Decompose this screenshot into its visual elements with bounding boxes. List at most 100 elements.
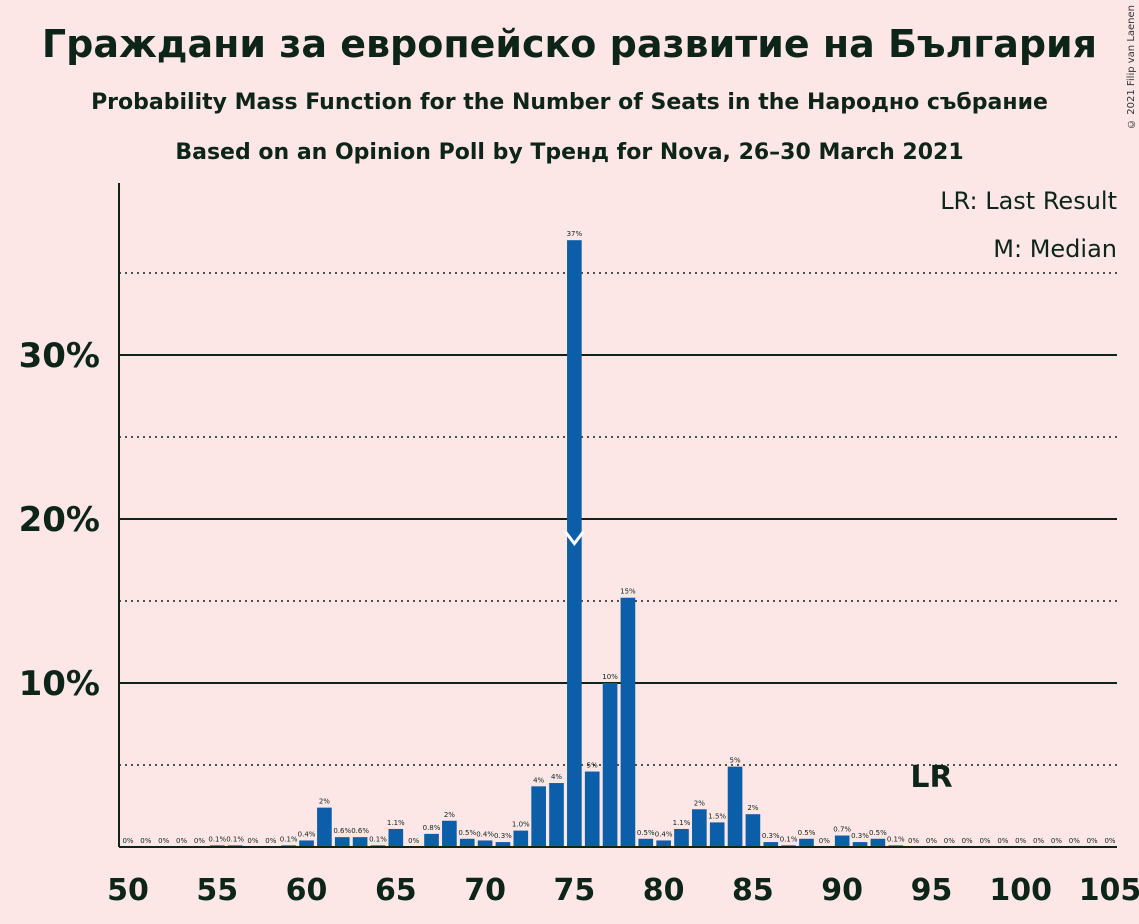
bar-value-label: 0.1% bbox=[887, 835, 905, 843]
bar-60 bbox=[299, 840, 314, 847]
bar-68 bbox=[442, 820, 457, 847]
bar-value-label: 1.5% bbox=[708, 812, 726, 820]
bar-value-label: 5% bbox=[729, 757, 740, 765]
grid-lines: 10% 20% 30% bbox=[19, 272, 1117, 766]
bar-value-label: 0% bbox=[140, 837, 151, 845]
axes: 50 55 60 65 70 75 80 85 90 95 100 105 bbox=[107, 183, 1139, 908]
bar-value-label: 0% bbox=[997, 837, 1008, 845]
bar-value-label: 0% bbox=[979, 837, 990, 845]
bar-value-label: 37% bbox=[567, 230, 583, 238]
x-tick-label: 75 bbox=[553, 873, 595, 908]
annotation-marks: LR bbox=[564, 530, 953, 795]
x-tick-label: 100 bbox=[989, 873, 1052, 908]
bar-value-label: 5% bbox=[587, 762, 598, 770]
bar-value-label: 4% bbox=[533, 776, 544, 784]
bar-65 bbox=[388, 828, 404, 847]
bar-88 bbox=[799, 838, 814, 847]
bar-value-label: 1.0% bbox=[512, 821, 530, 829]
bar-value-label: 1.1% bbox=[673, 819, 691, 827]
bar-79 bbox=[638, 838, 654, 847]
bar-value-label: 0.4% bbox=[655, 830, 673, 838]
bar-71 bbox=[495, 842, 511, 847]
bar-value-label: 0.7% bbox=[833, 826, 851, 834]
x-tick-label: 70 bbox=[464, 873, 506, 908]
bar-67 bbox=[424, 833, 439, 847]
bar-value-label: 0.5% bbox=[637, 829, 655, 837]
bar-value-label: 0.1% bbox=[208, 835, 226, 843]
chart-subtitle-source: Based on an Opinion Poll by Тренд for No… bbox=[175, 140, 964, 165]
bar-value-label: 10% bbox=[602, 673, 618, 681]
x-tick-label: 65 bbox=[375, 873, 417, 908]
bar-value-label: 0.1% bbox=[226, 835, 244, 843]
chart-title: Граждани за европейско развитие на Бълга… bbox=[41, 22, 1098, 66]
legend-median: M: Median bbox=[993, 235, 1117, 263]
bar-80 bbox=[656, 840, 671, 847]
y-tick-label: 20% bbox=[19, 500, 100, 540]
bar-value-label: 0% bbox=[944, 837, 955, 845]
bar-value-label: 0% bbox=[122, 837, 133, 845]
bar-92 bbox=[870, 838, 886, 847]
bar-73 bbox=[531, 786, 546, 847]
bar-value-label: 0% bbox=[908, 837, 919, 845]
bar-90 bbox=[834, 835, 850, 847]
bar-value-label: 0% bbox=[1104, 837, 1115, 845]
bar-value-label: 4% bbox=[551, 773, 562, 781]
bar-62 bbox=[334, 837, 350, 847]
bar-69 bbox=[459, 838, 475, 847]
bar-72 bbox=[513, 830, 529, 847]
median-marker bbox=[564, 530, 585, 547]
bar-value-label: 0% bbox=[1033, 837, 1044, 845]
legend-last-result: LR: Last Result bbox=[940, 187, 1117, 215]
x-tick-label: 55 bbox=[196, 873, 238, 908]
bar-value-label: 0.5% bbox=[798, 829, 816, 837]
bar-labels: 0% 0% 0% 0% 0% 0.1% 0.1% 0% 0% 0.1%0.4%2%0.6% 0.6%… bbox=[122, 230, 1115, 845]
bar-value-label: 0.4% bbox=[298, 830, 316, 838]
last-result-marker: LR bbox=[910, 760, 952, 795]
bar-70 bbox=[477, 840, 493, 847]
bar-77 bbox=[602, 683, 618, 847]
bar-value-label: 0% bbox=[194, 837, 205, 845]
bar-value-label: 0% bbox=[176, 837, 187, 845]
bar-value-label: 2% bbox=[319, 798, 330, 806]
bar-74 bbox=[549, 783, 564, 847]
bar-value-label: 0.5% bbox=[458, 829, 476, 837]
bar-value-label: 0% bbox=[265, 837, 276, 845]
bar-value-label: 0.3% bbox=[494, 832, 512, 840]
bar-value-label: 1.1% bbox=[387, 819, 405, 827]
bar-value-label: 0% bbox=[247, 837, 258, 845]
bars bbox=[209, 240, 904, 847]
bar-value-label: 0.6% bbox=[333, 827, 351, 835]
bar-76 bbox=[584, 771, 600, 847]
bar-85 bbox=[745, 814, 761, 847]
bar-value-label: 0.5% bbox=[869, 829, 887, 837]
bar-61 bbox=[317, 807, 332, 847]
bar-value-label: 0.6% bbox=[351, 827, 369, 835]
bar-84 bbox=[727, 766, 743, 847]
y-tick-label: 30% bbox=[19, 336, 100, 376]
bar-value-label: 0% bbox=[926, 837, 937, 845]
bar-value-label: 0.8% bbox=[423, 824, 441, 832]
bar-81 bbox=[674, 828, 689, 847]
bar-value-label: 15% bbox=[620, 588, 636, 596]
bar-value-label: 2% bbox=[747, 804, 758, 812]
bar-value-label: 2% bbox=[694, 799, 705, 807]
x-tick-label: 50 bbox=[107, 873, 149, 908]
x-tick-label: 95 bbox=[911, 873, 953, 908]
x-tick-label: 105 bbox=[1079, 873, 1139, 908]
chart-subtitle-method: Probability Mass Function for the Number… bbox=[91, 90, 1048, 115]
bar-value-label: 0.3% bbox=[851, 832, 869, 840]
bar-86 bbox=[763, 842, 779, 847]
bar-63 bbox=[352, 837, 368, 847]
x-tick-label: 85 bbox=[732, 873, 774, 908]
bar-value-label: 0% bbox=[1087, 837, 1098, 845]
bar-78 bbox=[620, 597, 636, 847]
bar-value-label: 0.1% bbox=[280, 835, 298, 843]
bar-value-label: 0% bbox=[1015, 837, 1026, 845]
bar-value-label: 0% bbox=[158, 837, 169, 845]
bar-value-label: 2% bbox=[444, 811, 455, 819]
x-tick-label: 60 bbox=[286, 873, 328, 908]
bar-value-label: 0% bbox=[819, 837, 830, 845]
bar-82 bbox=[692, 809, 707, 847]
bar-value-label: 0.4% bbox=[476, 830, 494, 838]
